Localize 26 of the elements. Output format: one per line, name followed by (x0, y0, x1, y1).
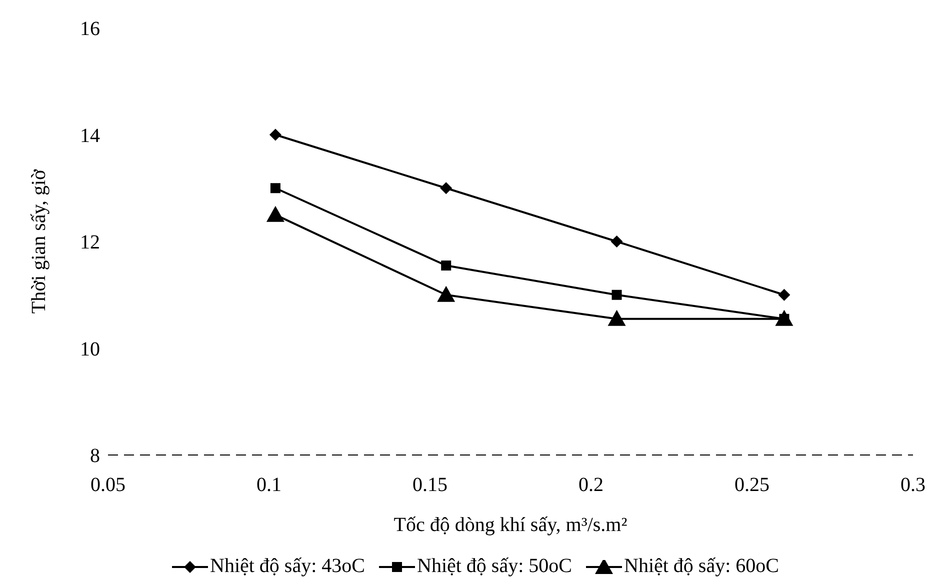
y-tick-label: 14 (80, 124, 100, 147)
x-tick-label: 0.25 (734, 474, 770, 496)
point (270, 183, 280, 194)
y-tick-label: 8 (90, 445, 100, 468)
point (610, 236, 623, 248)
y-tick-label: 12 (80, 232, 100, 254)
x-tick-label: 0.15 (412, 474, 448, 496)
point (612, 290, 622, 300)
x-tick-label: 0.3 (900, 474, 926, 496)
point (266, 206, 284, 222)
x-axis-title: Tốc độ dòng khí sấy, m³/s.m² (394, 514, 628, 536)
legend-label: Nhiệt độ sấy: 43oC (210, 555, 365, 578)
x-tick-label: 0.05 (90, 474, 126, 496)
legend-label: Nhiệt độ sấy: 50oC (417, 555, 572, 578)
x-tick-label: 0.2 (578, 474, 604, 496)
y-tick-label: 10 (80, 338, 100, 360)
legend-label: Nhiệt độ sấy: 60oC (624, 555, 779, 578)
y-axis-title: Thời gian sấy, giờ (28, 168, 50, 314)
x-tick-label: 0.1 (256, 474, 282, 496)
point (441, 260, 452, 271)
point (608, 310, 626, 326)
point (437, 286, 456, 302)
point (778, 288, 790, 301)
point (269, 128, 282, 141)
point (440, 182, 452, 194)
y-tick-label: 16 (80, 18, 100, 40)
